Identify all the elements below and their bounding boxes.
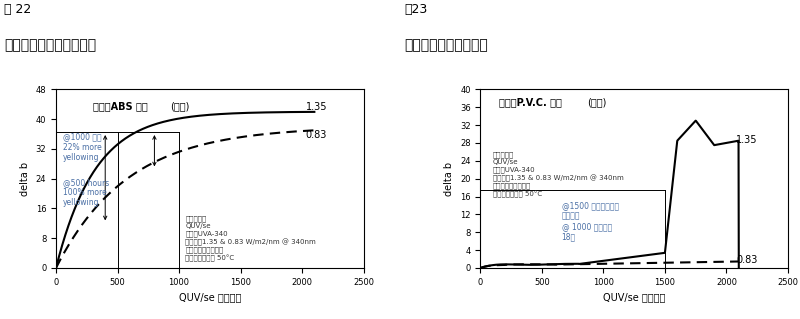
Text: 0.83: 0.83: [736, 255, 758, 264]
Text: 图23: 图23: [404, 3, 427, 16]
Y-axis label: delta b: delta b: [20, 162, 30, 196]
Text: @500 hours
100% more
yellowing: @500 hours 100% more yellowing: [62, 178, 109, 207]
Y-axis label: delta b: delta b: [445, 162, 454, 196]
Text: 测试条件：
QUV/se
光源：UVA-340
辐照度：1.35 & 0.83 W/m2/nm @ 340nm
循环：仅有紫外光照
温度：黑板温度 50°C: 测试条件： QUV/se 光源：UVA-340 辐照度：1.35 & 0.83 …: [493, 152, 623, 198]
Text: 测试条件：
QUV/se
光源：UVA-340
辐照度：1.35 & 0.83 W/m2/nm @ 340nm
循环：仅有紫外光照
温度：黑板温度 50°C: 测试条件： QUV/se 光源：UVA-340 辐照度：1.35 & 0.83 …: [185, 216, 316, 262]
Text: 在不同暴露时间下的比较: 在不同暴露时间下的比较: [4, 38, 96, 52]
Text: 1.35: 1.35: [736, 135, 758, 145]
Text: 图 22: 图 22: [4, 3, 31, 16]
Text: 材料：ABS 薄片: 材料：ABS 薄片: [93, 101, 151, 111]
Text: 0.83: 0.83: [306, 130, 327, 140]
X-axis label: QUV/se 暴露时间: QUV/se 暴露时间: [603, 292, 666, 302]
Text: 在不同时间间隔的比较: 在不同时间间隔的比较: [404, 38, 488, 52]
Text: @1000 小时
22% more
yellowing: @1000 小时 22% more yellowing: [62, 132, 102, 162]
Text: 1.35: 1.35: [306, 102, 327, 112]
Text: @1500 小时的暴露后
的黄变是
@ 1000 小时暴露
18倍: @1500 小时的暴露后 的黄变是 @ 1000 小时暴露 18倍: [562, 201, 618, 241]
Text: 材料：P.V.C. 薄膜: 材料：P.V.C. 薄膜: [499, 97, 565, 108]
X-axis label: QUV/se 暴露时间: QUV/se 暴露时间: [178, 292, 241, 302]
Text: (透明): (透明): [587, 97, 606, 108]
Text: (白色): (白色): [170, 101, 189, 111]
